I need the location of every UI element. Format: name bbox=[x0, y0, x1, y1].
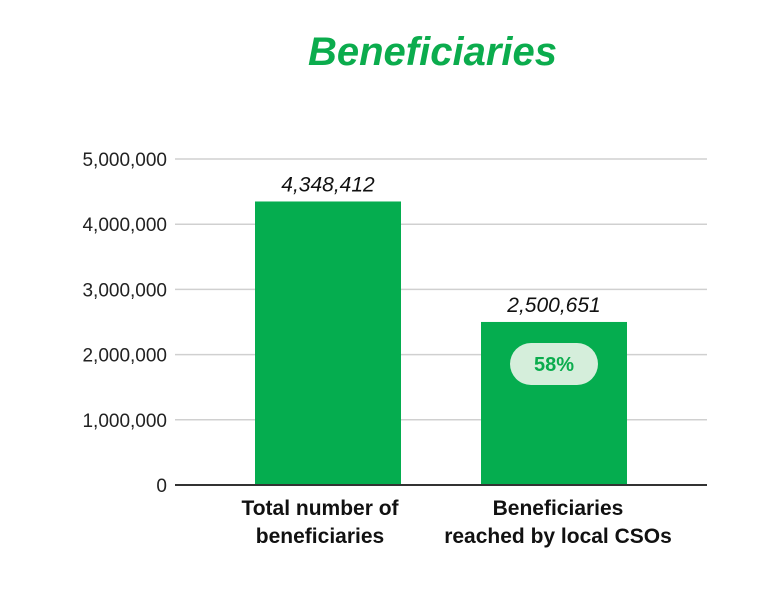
chart-title: Beneficiaries bbox=[307, 30, 558, 74]
gridlines bbox=[175, 158, 707, 421]
y-axis-ticks: 0 1,000,000 2,000,000 3,000,000 4,000,000 5,0… bbox=[82, 150, 167, 497]
x-axis-category-labels: Total number of beneficiaries Beneficiarie… bbox=[241, 497, 671, 548]
x-category-label: Beneficiaries bbox=[493, 497, 624, 520]
x-category-label: reached by local CSOs bbox=[444, 525, 672, 548]
bars bbox=[255, 201, 627, 486]
bar bbox=[255, 201, 401, 486]
bar-value-label: 2,500,651 bbox=[506, 294, 600, 317]
y-tick-label: 2,000,000 bbox=[82, 346, 167, 367]
annotations: 58% bbox=[510, 343, 598, 385]
y-tick-label: 1,000,000 bbox=[82, 411, 167, 432]
percent-badge-text: 58% bbox=[534, 354, 574, 376]
y-tick-label: 3,000,000 bbox=[82, 280, 167, 301]
y-tick-label: 4,000,000 bbox=[82, 215, 167, 236]
bar-value-label: 4,348,412 bbox=[281, 173, 375, 196]
y-tick-label: 0 bbox=[156, 476, 167, 497]
y-tick-label: 5,000,000 bbox=[82, 150, 167, 171]
x-category-label: Total number of bbox=[241, 497, 399, 520]
x-category-label: beneficiaries bbox=[256, 525, 384, 548]
value-labels: 4,348,412 2,500,651 bbox=[281, 173, 600, 316]
percent-badge bbox=[510, 343, 598, 385]
